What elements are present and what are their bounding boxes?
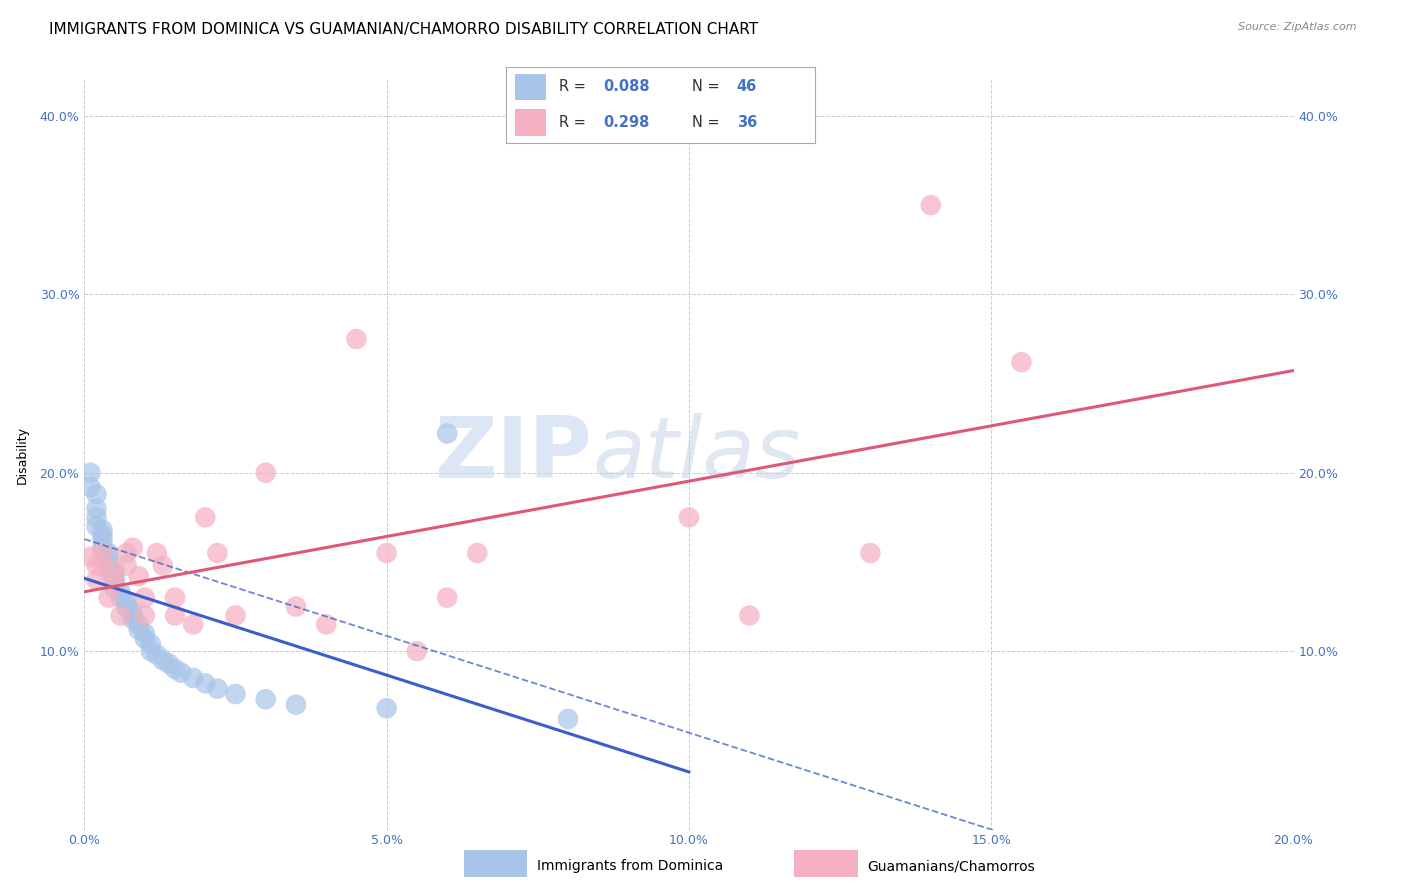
Point [139,644,162,658]
Point [181,617,204,632]
Point [115,558,138,573]
Point [104,576,127,591]
Bar [516,74,547,100]
Text: Guamanians/Chamorros: Guamanians/Chamorros [868,859,1035,873]
Point [91,546,114,560]
Point [121,541,143,555]
Point [115,601,138,615]
Point [104,582,127,596]
Bar [516,110,547,136]
Point [254,466,277,480]
Point [181,671,204,685]
Point [134,608,156,623]
Point [134,632,156,646]
Point [170,665,193,680]
Point [86,558,108,573]
Point [738,608,761,623]
Point [91,533,114,548]
Point [86,510,108,524]
Point [79,466,101,480]
Text: N =: N = [692,79,724,95]
Point [285,698,308,712]
Point [859,546,882,560]
Text: ZIP: ZIP [434,413,592,497]
Point [128,617,150,632]
Point [86,487,108,501]
Point [110,585,132,599]
Point [254,692,277,706]
Point [97,546,120,560]
Point [91,558,114,573]
Point [104,573,127,587]
Point [104,576,127,591]
Text: 36: 36 [737,115,756,130]
Point [110,591,132,605]
Point [91,528,114,542]
Point [406,644,429,658]
Point [346,332,368,346]
Point [79,549,101,564]
Point [225,608,247,623]
Point [121,608,143,623]
Text: atlas: atlas [592,413,800,497]
Text: 0.298: 0.298 [603,115,650,130]
Point [121,612,143,626]
Point [152,653,174,667]
Point [375,701,398,715]
Point [152,558,174,573]
Point [157,657,180,671]
Point [128,623,150,637]
Point [86,519,108,533]
Point [115,598,138,612]
Point [285,599,308,614]
Y-axis label: Disability: Disability [15,425,28,484]
Point [134,591,156,605]
Point [115,594,138,608]
Point [165,662,187,676]
Point [1011,355,1033,369]
Text: Immigrants from Dominica: Immigrants from Dominica [537,859,723,873]
Point [110,608,132,623]
Point [315,617,337,632]
Text: 0.088: 0.088 [603,79,650,95]
Point [91,541,114,555]
Point [97,564,120,578]
Point [146,546,169,560]
Point [207,681,229,696]
Point [557,712,579,726]
Point [91,523,114,537]
Point [678,510,700,524]
Point [165,608,187,623]
Point [436,426,458,441]
Point [104,567,127,582]
Point [86,501,108,516]
Point [139,637,162,651]
Point [467,546,489,560]
Text: R =: R = [558,115,591,130]
Point [194,510,217,524]
Text: Source: ZipAtlas.com: Source: ZipAtlas.com [1239,22,1357,32]
Point [97,558,120,573]
Point [97,551,120,566]
Point [134,626,156,640]
Point [128,569,150,583]
Text: 46: 46 [737,79,756,95]
Point [79,480,101,494]
Point [165,591,187,605]
Point [86,573,108,587]
Point [115,546,138,560]
Point [97,591,120,605]
Text: R =: R = [558,79,591,95]
Point [225,687,247,701]
Point [207,546,229,560]
Point [121,605,143,619]
Point [436,591,458,605]
Point [146,648,169,662]
Point [104,564,127,578]
Point [920,198,942,212]
Text: N =: N = [692,115,724,130]
Text: IMMIGRANTS FROM DOMINICA VS GUAMANIAN/CHAMORRO DISABILITY CORRELATION CHART: IMMIGRANTS FROM DOMINICA VS GUAMANIAN/CH… [49,22,758,37]
Point [375,546,398,560]
Point [194,676,217,690]
